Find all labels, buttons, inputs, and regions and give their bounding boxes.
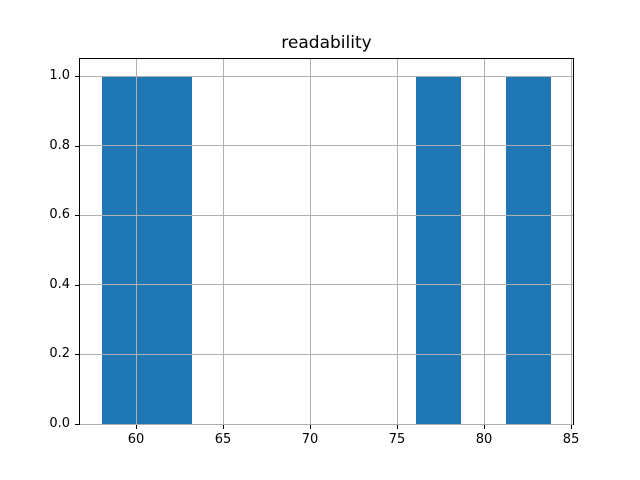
y-gridline [80, 353, 573, 355]
y-tick-mark [75, 284, 79, 286]
x-tick-mark [223, 425, 225, 429]
x-tick-label: 75 [388, 432, 406, 447]
x-tick-label: 80 [475, 432, 493, 447]
y-gridline [80, 423, 573, 425]
y-gridline [80, 214, 573, 216]
x-tick-mark [484, 425, 486, 429]
y-tick-label: 0.6 [49, 207, 70, 223]
x-gridline [483, 59, 485, 424]
y-tick-label: 0.0 [49, 416, 70, 431]
x-tick-mark [571, 425, 573, 429]
y-tick-label: 0.2 [49, 346, 70, 362]
x-tick-label: 65 [214, 432, 232, 447]
y-tick-label: 1.0 [49, 68, 70, 84]
x-gridline [135, 59, 137, 424]
x-gridline [570, 59, 572, 424]
y-tick-mark [75, 145, 79, 147]
x-gridline [309, 59, 311, 424]
x-tick-label: 60 [127, 432, 145, 447]
x-tick-mark [397, 425, 399, 429]
x-gridline [396, 59, 398, 424]
y-tick-mark [75, 76, 79, 78]
x-tick-label: 70 [301, 432, 319, 447]
y-gridline [80, 284, 573, 286]
chart-title: readability [281, 33, 372, 53]
y-tick-label: 0.4 [49, 276, 70, 292]
x-gridline [222, 59, 224, 424]
grid-layer [80, 59, 573, 425]
plot-area [79, 58, 574, 425]
y-tick-mark [75, 354, 79, 356]
histogram-bar [102, 76, 148, 424]
histogram-bar [505, 76, 551, 424]
y-gridline [80, 145, 573, 147]
histogram-bar [416, 76, 461, 424]
x-tick-mark [136, 425, 138, 429]
y-tick-label: 0.8 [49, 137, 70, 153]
y-gridline [80, 75, 573, 77]
histogram-bar [147, 76, 193, 424]
bars-layer [80, 59, 573, 424]
y-tick-mark [75, 215, 79, 217]
x-tick-mark [310, 425, 312, 429]
y-tick-mark [75, 424, 79, 425]
x-tick-label: 85 [562, 432, 580, 447]
